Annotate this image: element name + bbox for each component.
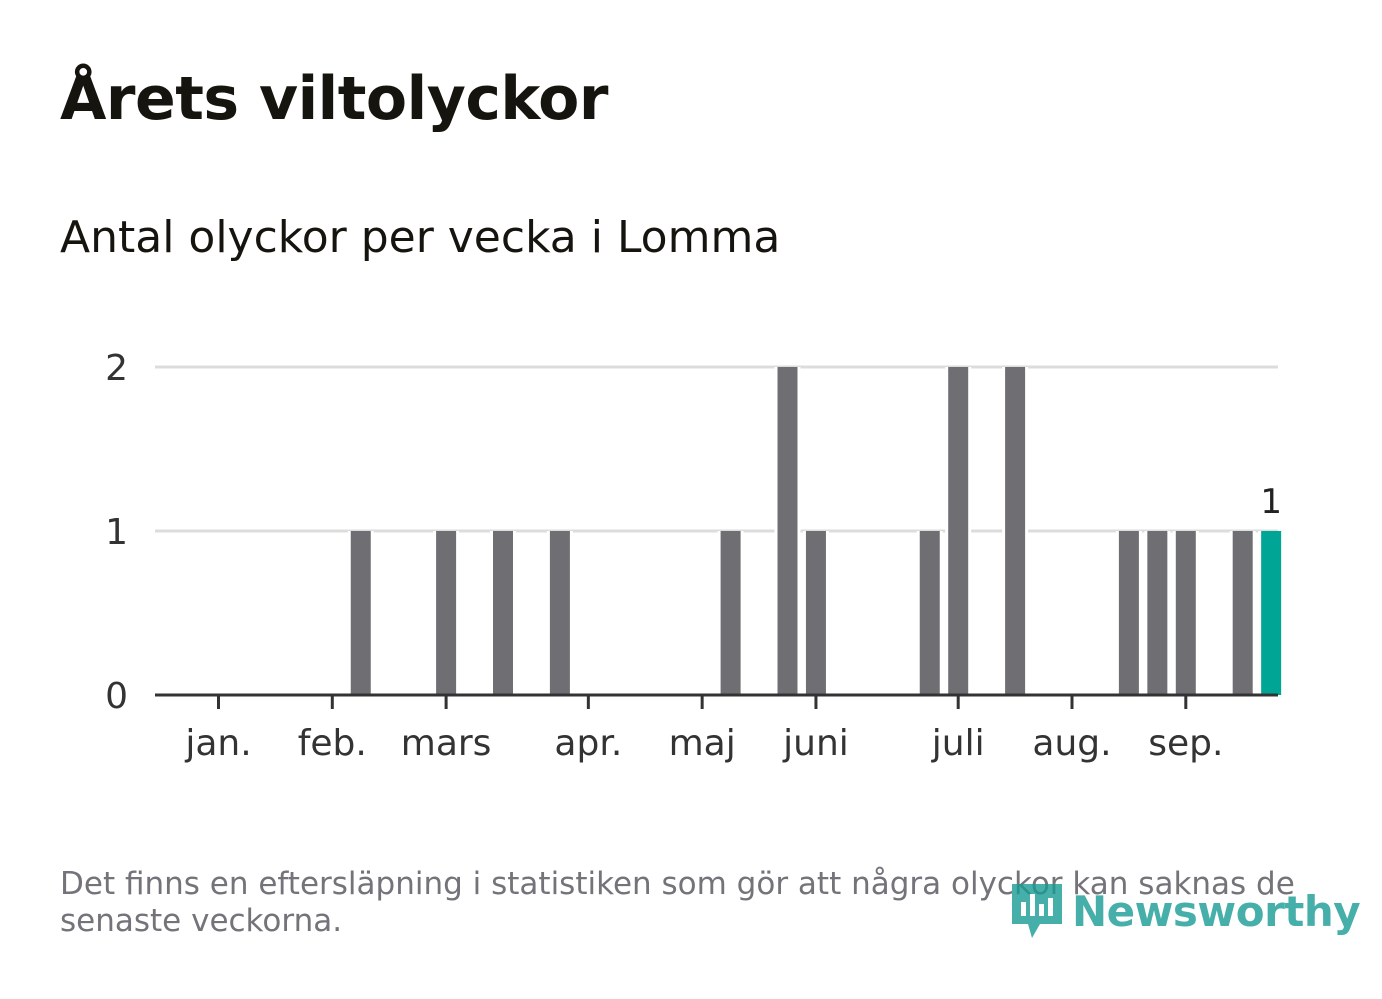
x-tick-label: mars bbox=[401, 723, 492, 764]
y-tick-label: 0 bbox=[105, 676, 128, 717]
x-tick-label: apr. bbox=[554, 723, 622, 764]
y-tick-label: 2 bbox=[105, 348, 128, 389]
x-tick-label: juli bbox=[931, 723, 985, 764]
bar bbox=[436, 531, 457, 695]
chart-subtitle: Antal olyckor per vecka i Lomma bbox=[60, 212, 781, 263]
highlight-bar bbox=[1261, 531, 1282, 695]
bar bbox=[777, 367, 798, 695]
x-tick-label: feb. bbox=[298, 723, 367, 764]
bar bbox=[919, 531, 940, 695]
bar bbox=[805, 531, 826, 695]
bar bbox=[549, 531, 570, 695]
newsworthy-logo-icon bbox=[1012, 884, 1062, 938]
bar bbox=[493, 531, 513, 695]
bar bbox=[1232, 531, 1253, 695]
x-tick-label: sep. bbox=[1148, 723, 1223, 764]
gridlines bbox=[155, 365, 1278, 533]
x-tick-label: jan. bbox=[184, 723, 251, 764]
bars: 1 bbox=[347, 367, 1285, 695]
bar bbox=[948, 367, 969, 695]
bar bbox=[720, 531, 741, 695]
y-tick-label: 1 bbox=[105, 512, 128, 553]
bar bbox=[1118, 531, 1139, 695]
bar bbox=[350, 531, 371, 695]
brand-name: Newsworthy bbox=[1072, 886, 1361, 936]
x-tick-label: juni bbox=[782, 723, 849, 764]
bar bbox=[1147, 531, 1168, 695]
x-tick-label: maj bbox=[669, 723, 736, 764]
data-label: 1 bbox=[1260, 482, 1282, 522]
chart-title: Årets viltolyckor bbox=[60, 64, 609, 134]
brand-logo: Newsworthy bbox=[1010, 880, 1361, 942]
x-tick-label: aug. bbox=[1032, 723, 1111, 764]
bar bbox=[1175, 531, 1196, 695]
footnote: Det finns en eftersläpning i statistiken… bbox=[60, 866, 1295, 939]
axes: 0 1 2 jan. feb. mars apr. maj juni juli aug. sep. bbox=[105, 348, 1278, 764]
bar bbox=[1005, 367, 1026, 695]
